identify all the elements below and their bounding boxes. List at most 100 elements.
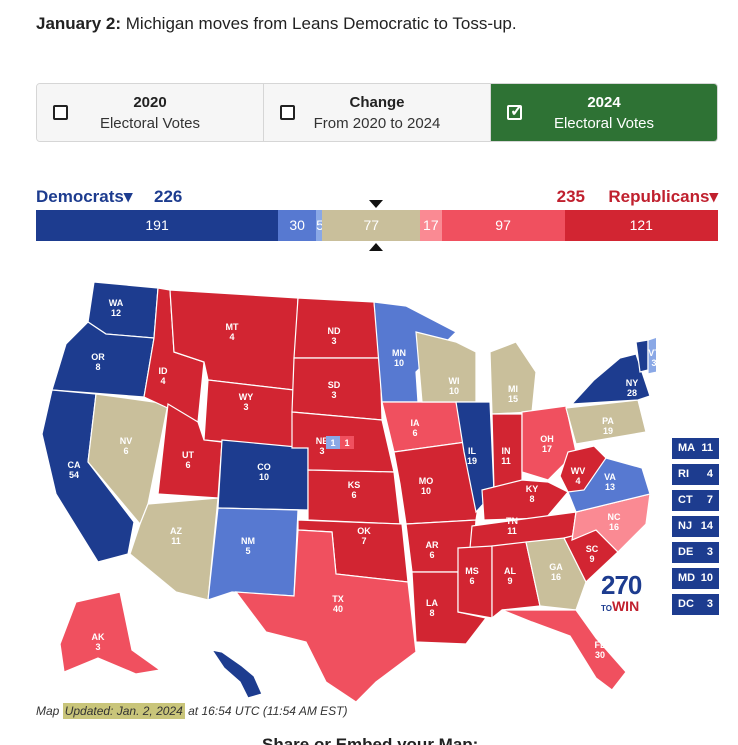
state-MS[interactable] — [457, 545, 493, 619]
state-ev: 6 — [351, 490, 356, 500]
toggle-change[interactable]: Change From 2020 to 2024 — [264, 84, 491, 141]
state-AL[interactable] — [491, 541, 541, 620]
small-state-box[interactable]: MA 11 — [672, 438, 719, 459]
state-ev: 3 — [331, 336, 336, 346]
democrats-total: 226 — [154, 187, 183, 206]
state-label: KY — [526, 484, 539, 494]
state-label: GA — [549, 562, 563, 572]
updated-date: Updated: Jan. 2, 2024 — [62, 703, 185, 719]
state-ev: 3 — [331, 390, 336, 400]
small-state-box[interactable]: DC 3 — [672, 594, 719, 615]
toggle-2024-title: 2024 — [587, 94, 621, 111]
state-label: LA — [426, 598, 438, 608]
state-WV[interactable] — [559, 445, 607, 493]
state-label: NV — [120, 436, 133, 446]
state-ev: 4 — [575, 476, 580, 486]
state-TX[interactable] — [234, 529, 417, 702]
republicans-dropdown[interactable]: Republicans▾ — [608, 187, 718, 206]
small-state-ev: 3 — [706, 546, 713, 558]
checkbox-2024[interactable]: ✓ — [507, 103, 523, 120]
midpoint-marker-bottom — [369, 243, 383, 251]
state-PA[interactable] — [565, 399, 647, 445]
small-state-box[interactable]: CT 7 — [672, 490, 719, 511]
ev-bar-segment: 17 — [420, 210, 442, 241]
updated-suffix: at 16:54 UTC (11:54 AM EST) — [184, 704, 348, 718]
state-ev: 16 — [609, 522, 619, 532]
state-ev: 4 — [233, 692, 238, 702]
small-state-box[interactable]: RI 4 — [672, 464, 719, 485]
midpoint-marker-top — [369, 200, 383, 208]
state-label: CA — [68, 460, 81, 470]
toggle-2024[interactable]: ✓ 2024 Electoral Votes — [491, 84, 717, 141]
state-GA[interactable] — [525, 537, 587, 611]
small-state-ev: 10 — [700, 572, 713, 584]
checkbox-change[interactable] — [280, 105, 295, 120]
electoral-vote-bar: 191 30 5 77 17 97 121 — [36, 210, 718, 241]
view-toggle-group: 2020 Electoral Votes Change From 2020 to… — [36, 83, 718, 142]
ne-district-vote: 1 — [344, 438, 349, 448]
small-state-box[interactable]: NJ 14 — [672, 516, 719, 537]
state-MI[interactable] — [489, 341, 537, 415]
state-label: OK — [357, 526, 371, 536]
updated-prefix: Map — [36, 704, 63, 718]
headline: January 2: Michigan moves from Leans Dem… — [36, 14, 517, 34]
state-WI[interactable] — [415, 331, 477, 403]
state-ev: 3 — [243, 402, 248, 412]
state-NY[interactable] — [570, 353, 651, 405]
state-label: MO — [419, 476, 434, 486]
state-ev: 6 — [123, 446, 128, 456]
small-state-box[interactable]: DE 3 — [672, 542, 719, 563]
headline-text: Michigan moves from Leans Democratic to … — [121, 14, 517, 33]
small-state-name: DE — [678, 546, 694, 558]
toggle-2020[interactable]: 2020 Electoral Votes — [37, 84, 264, 141]
state-ev: 9 — [507, 576, 512, 586]
state-NH[interactable] — [647, 336, 656, 375]
us-electoral-map[interactable]: WA12OR8CA54NV6ID4MT4WY3UT6AZ11CO10NM5ND3… — [36, 262, 656, 702]
state-ev: 9 — [589, 554, 594, 564]
caret-down-icon: ▾ — [709, 187, 718, 206]
state-label: IN — [502, 446, 511, 456]
logo-win: TOWIN — [601, 598, 640, 614]
checkmark-icon: ✓ — [510, 103, 524, 120]
state-OH[interactable] — [521, 405, 577, 481]
state-label: MN — [392, 348, 406, 358]
state-label: AK — [92, 632, 105, 642]
state-ev: 17 — [542, 444, 552, 454]
ne-district-box[interactable] — [326, 436, 340, 449]
state-AK[interactable] — [59, 591, 162, 675]
state-ev: 4 — [229, 332, 234, 342]
ev-bar-segment: 97 — [441, 210, 565, 241]
share-heading: Share or Embed your Map: — [262, 735, 479, 745]
state-ev: 10 — [259, 472, 269, 482]
state-NM[interactable] — [207, 507, 299, 601]
state-label: WV — [571, 466, 586, 476]
small-state-name: DC — [678, 598, 694, 610]
state-ev: 15 — [508, 394, 518, 404]
state-WY[interactable] — [203, 379, 295, 449]
state-label: MS — [465, 566, 479, 576]
toggle-2020-title: 2020 — [133, 94, 167, 111]
small-state-ev: 7 — [706, 494, 713, 506]
state-ev: 13 — [605, 482, 615, 492]
state-ev: 3 — [651, 358, 656, 368]
state-label: KS — [348, 480, 361, 490]
toggle-2024-subtitle: Electoral Votes — [553, 115, 655, 132]
ne-district-box[interactable] — [340, 436, 354, 449]
state-FL[interactable] — [501, 609, 627, 691]
ev-bar-segment: 5 — [316, 210, 323, 241]
republicans-total: 235 — [556, 187, 585, 206]
democrats-dropdown[interactable]: Democrats▾ — [36, 187, 133, 206]
state-ev: 11 — [501, 456, 511, 466]
state-HI[interactable] — [210, 649, 263, 699]
state-ev: 3 — [319, 446, 324, 456]
state-label: VA — [604, 472, 616, 482]
state-label: IL — [468, 446, 477, 456]
state-label: MI — [508, 384, 518, 394]
checkbox-2020[interactable] — [53, 105, 68, 120]
small-state-box[interactable]: MD 10 — [672, 568, 719, 589]
small-state-name: CT — [678, 494, 693, 506]
toggle-2020-subtitle: Electoral Votes — [99, 115, 201, 132]
state-label: AZ — [170, 526, 182, 536]
state-label: HI — [232, 682, 241, 692]
ev-bar-segment: 121 — [564, 210, 718, 241]
